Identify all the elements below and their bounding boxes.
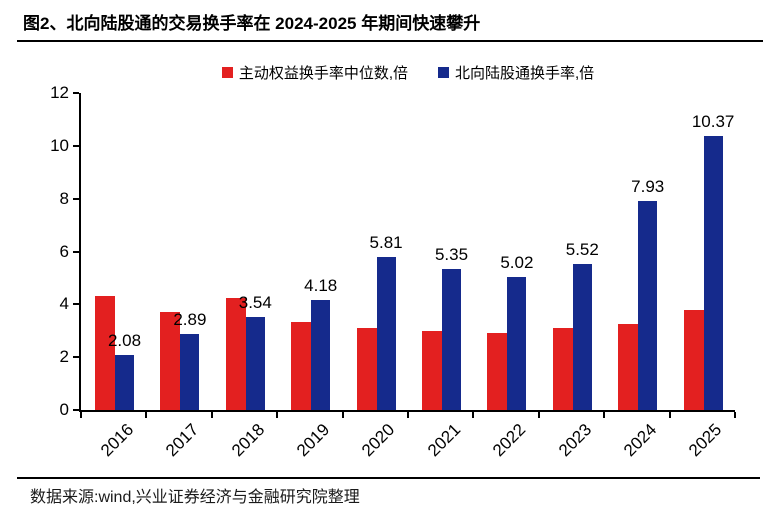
- bar-2020-series0: [356, 328, 377, 410]
- bar-value-label: 2.08: [107, 331, 142, 351]
- bar-2019-series1: [311, 299, 331, 410]
- bar-2016-series1: [115, 355, 134, 410]
- footer-divider: [17, 477, 760, 479]
- y-axis-tick-label: 0: [59, 400, 69, 419]
- x-axis-line: [79, 410, 735, 412]
- bar-2019-series0: [291, 321, 312, 410]
- bar-2017-series1: [180, 333, 200, 410]
- legend-label: 北向陆股通换手率,倍: [455, 65, 595, 82]
- x-axis-tick: [734, 412, 736, 418]
- x-axis-tick-label: 2016: [96, 420, 138, 461]
- x-axis-tick-label: 2024: [620, 420, 661, 461]
- legend-label: 主动权益换手率中位数,倍: [238, 65, 408, 82]
- plot-area: 0 2 4 6 8 10 12 2.08 2016 2.89 2017 3.54 2018 4.18 201…: [50, 83, 736, 460]
- y-axis-tick: [73, 92, 79, 94]
- legend-swatch-icon: [438, 67, 449, 78]
- bar-value-label: 2.89: [173, 309, 207, 329]
- bar-2023-series0: [552, 328, 573, 410]
- bar-value-label: 5.35: [434, 244, 469, 264]
- y-axis-tick-label: 4: [59, 294, 69, 314]
- bar-2024-series1: [638, 200, 658, 410]
- x-axis-tick: [668, 412, 671, 418]
- x-axis-tick-label: 2018: [227, 420, 268, 461]
- y-axis-tick-label: 8: [59, 188, 69, 208]
- bar-2021-series0: [422, 330, 442, 410]
- bar-2016-series0: [95, 296, 115, 410]
- title-divider: [17, 40, 763, 42]
- x-axis-tick: [276, 412, 279, 418]
- y-axis-tick: [73, 356, 79, 359]
- bar-value-label: 7.93: [631, 176, 665, 196]
- y-axis-tick: [73, 144, 79, 147]
- bar-2021-series1: [442, 268, 461, 410]
- y-axis-tick-label: 2: [59, 347, 69, 367]
- bar-2025-series1: [703, 136, 723, 410]
- bar-value-label: 3.54: [238, 292, 272, 312]
- y-axis-line: [79, 93, 81, 410]
- y-axis-tick-label: 10: [50, 135, 69, 155]
- x-axis-tick: [341, 412, 344, 418]
- bar-2024-series0: [618, 324, 639, 410]
- x-axis-tick: [537, 412, 540, 418]
- bar-2020-series1: [376, 256, 396, 410]
- legend-item-1: 北向陆股通换手率,倍: [438, 62, 594, 83]
- bar-value-label: 4.18: [304, 275, 338, 295]
- x-axis-tick: [80, 412, 82, 418]
- x-axis-tick-label: 2025: [685, 420, 726, 461]
- source-note: 数据来源:wind,兴业证券经济与金融研究院整理: [30, 489, 360, 506]
- legend-item-0: 主动权益换手率中位数,倍: [221, 62, 408, 83]
- bar-2017-series0: [160, 312, 181, 410]
- bar-2022-series0: [487, 333, 508, 410]
- bar-2022-series1: [507, 277, 527, 410]
- chart-legend: 主动权益换手率中位数,倍 北向陆股通换手率,倍: [81, 62, 735, 83]
- x-axis-tick: [210, 412, 213, 418]
- x-axis-tick: [407, 412, 409, 418]
- bar-2018-series0: [225, 297, 246, 410]
- x-axis-tick: [603, 412, 606, 418]
- x-axis-tick-label: 2021: [423, 420, 465, 461]
- x-axis-tick-label: 2022: [489, 420, 530, 461]
- bar-value-label: 5.81: [369, 232, 403, 252]
- bar-value-label: 10.37: [691, 112, 735, 132]
- bar-2023-series1: [572, 264, 592, 410]
- legend-swatch-icon: [221, 67, 233, 78]
- x-axis-tick-label: 2020: [358, 420, 399, 461]
- x-axis-tick: [472, 412, 475, 418]
- x-axis-tick: [145, 412, 148, 418]
- chart-title: 图2、北向陆股通的交易换手率在 2024-2025 年期间快速攀升: [23, 14, 481, 33]
- x-axis-tick-label: 2019: [293, 420, 334, 461]
- bar-value-label: 5.02: [500, 253, 534, 273]
- y-axis-tick: [73, 197, 79, 200]
- bar-2018-series1: [245, 316, 265, 410]
- y-axis-tick-label: 6: [59, 241, 69, 261]
- y-axis-tick-label: 12: [50, 83, 69, 102]
- bar-value-label: 5.52: [565, 240, 599, 260]
- y-axis-tick: [73, 250, 79, 253]
- y-axis-tick: [73, 303, 79, 306]
- bar-2025-series0: [683, 309, 704, 410]
- y-axis-tick: [73, 409, 79, 411]
- x-axis-tick-label: 2023: [554, 420, 595, 461]
- x-axis-tick-label: 2017: [162, 420, 203, 461]
